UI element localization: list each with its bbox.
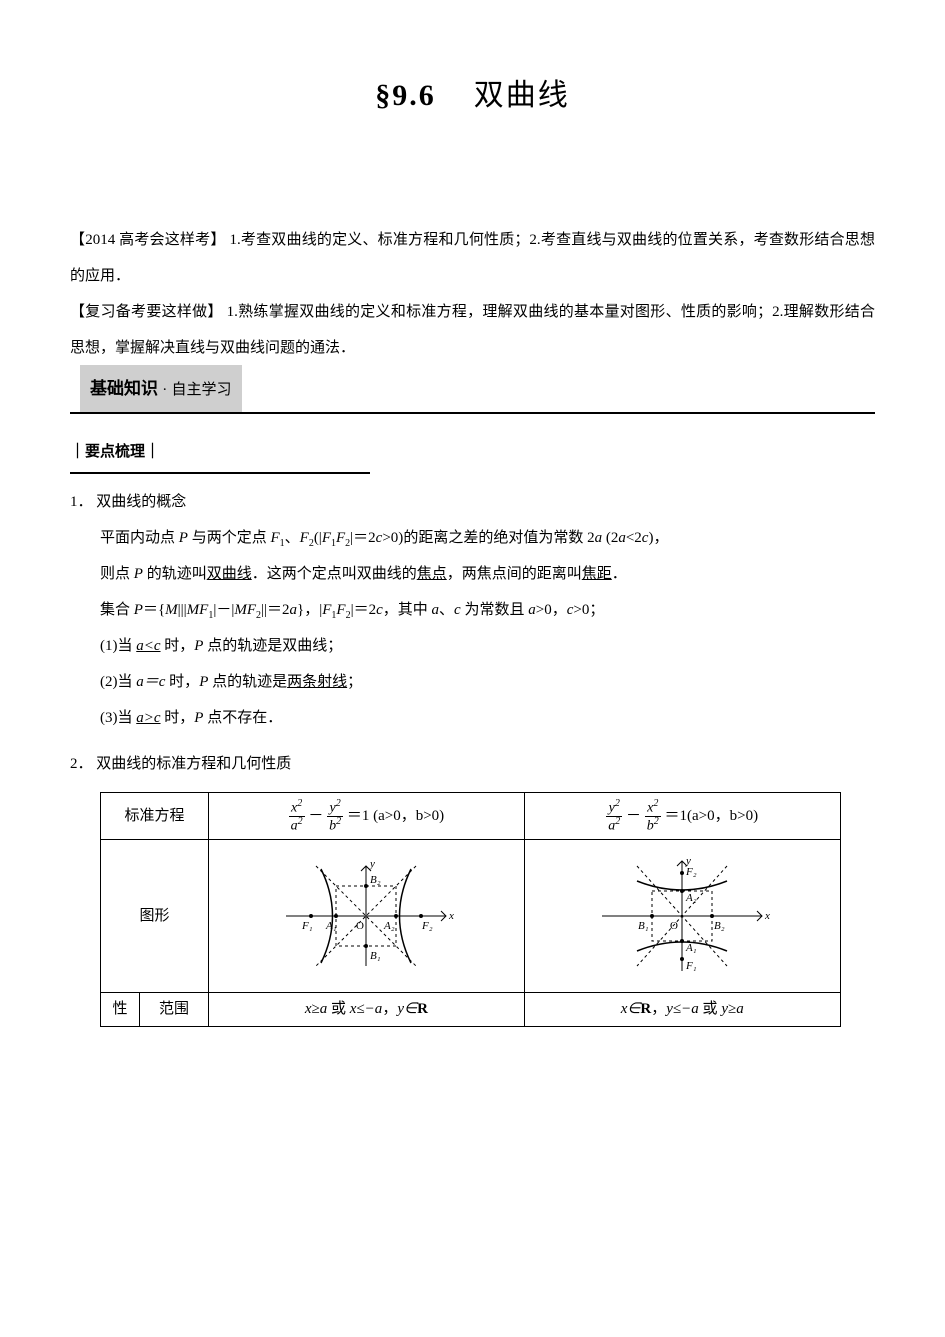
eq-vertical: y2a2 － x2b2 ＝1(a>0，b>0) [524,793,840,840]
svg-text:x: x [764,910,770,922]
tab-main: 基础知识 [90,379,158,398]
svg-text:A₁: A₁ [325,920,337,932]
section-header: 基础知识 · 自主学习 [70,378,875,414]
sub-header: ｜要点梳理｜ [70,434,875,474]
item1-num: 1． [70,494,93,510]
svg-text:B₁: B₁ [638,920,649,932]
figure-vertical: y x O F₂ F₁ A₂ A₁ B₁ B₂ [524,840,840,993]
svg-text:y: y [369,858,375,870]
concept-line2: 则点 P 的轨迹叫双曲线．这两个定点叫双曲线的焦点，两焦点间的距离叫焦距． [100,556,875,592]
th-figure: 图形 [101,840,209,993]
range-horizontal: x≥a 或 x≤−a，y∈R [209,993,525,1027]
section-name: 双曲线 [474,79,570,112]
item1-title: 双曲线的概念 [96,494,186,510]
sub-header-label: ｜要点梳理｜ [70,444,160,460]
th-range: 范围 [140,993,209,1027]
section-number: §9.6 [375,79,436,112]
svg-text:A₁: A₁ [685,942,697,954]
item-2: 2． 双曲线的标准方程和几何性质 [70,746,875,782]
svg-text:B₂: B₂ [370,874,381,886]
set-line: 集合 P＝{M|||MF1|－|MF2||＝2a}，|F1F2|＝2c，其中 a… [100,592,875,628]
th-standard-eq: 标准方程 [101,793,209,840]
svg-text:F₂: F₂ [685,866,697,878]
section-tab: 基础知识 · 自主学习 [80,365,242,412]
item-1: 1． 双曲线的概念 平面内动点 P 与两个定点 F1、F2(|F1F2|＝2c>… [70,484,875,736]
svg-text:A₂: A₂ [383,920,395,932]
case-2: (2)当 a＝c 时，P 点的轨迹是两条射线； [100,664,875,700]
svg-text:F₁: F₁ [301,920,313,932]
svg-text:x: x [448,910,454,922]
item1-content: 平面内动点 P 与两个定点 F1、F2(|F1F2|＝2c>0)的距离之差的绝对… [70,520,875,736]
svg-text:F₂: F₂ [421,920,433,932]
hyperbola-h-icon: y x O F₁ F₂ A₁ A₂ B₂ B₁ [266,851,466,981]
item2-title: 双曲线的标准方程和几何性质 [96,756,291,772]
intro-para-2: 【复习备考要这样做】 1.熟练掌握双曲线的定义和标准方程，理解双曲线的基本量对图… [70,294,875,366]
tab-dot: · [162,382,167,398]
tab-sub: 自主学习 [172,382,232,398]
svg-text:O: O [356,920,364,932]
case-3: (3)当 a>c 时，P 点不存在． [100,700,875,736]
th-props: 性 [101,993,140,1027]
hyperbola-table: 标准方程 x2a2 － y2b2 ＝1 (a>0，b>0) y2a2 － x2b… [100,792,841,1027]
intro-para-1: 【2014 高考会这样考】 1.考查双曲线的定义、标准方程和几何性质；2.考查直… [70,222,875,294]
page-title: §9.6 双曲线 [70,60,875,132]
svg-text:A₂: A₂ [685,892,697,904]
case-1: (1)当 a<c 时，P 点的轨迹是双曲线； [100,628,875,664]
concept-line1: 平面内动点 P 与两个定点 F1、F2(|F1F2|＝2c>0)的距离之差的绝对… [100,520,875,556]
svg-text:B₂: B₂ [714,920,725,932]
svg-text:O: O [670,920,678,932]
range-vertical: x∈R，y≤−a 或 y≥a [524,993,840,1027]
hyperbola-v-icon: y x O F₂ F₁ A₂ A₁ B₁ B₂ [582,851,782,981]
svg-text:F₁: F₁ [685,960,697,972]
item2-num: 2． [70,756,93,772]
eq-horizontal: x2a2 － y2b2 ＝1 (a>0，b>0) [209,793,525,840]
figure-horizontal: y x O F₁ F₂ A₁ A₂ B₂ B₁ [209,840,525,993]
svg-text:B₁: B₁ [370,950,381,962]
